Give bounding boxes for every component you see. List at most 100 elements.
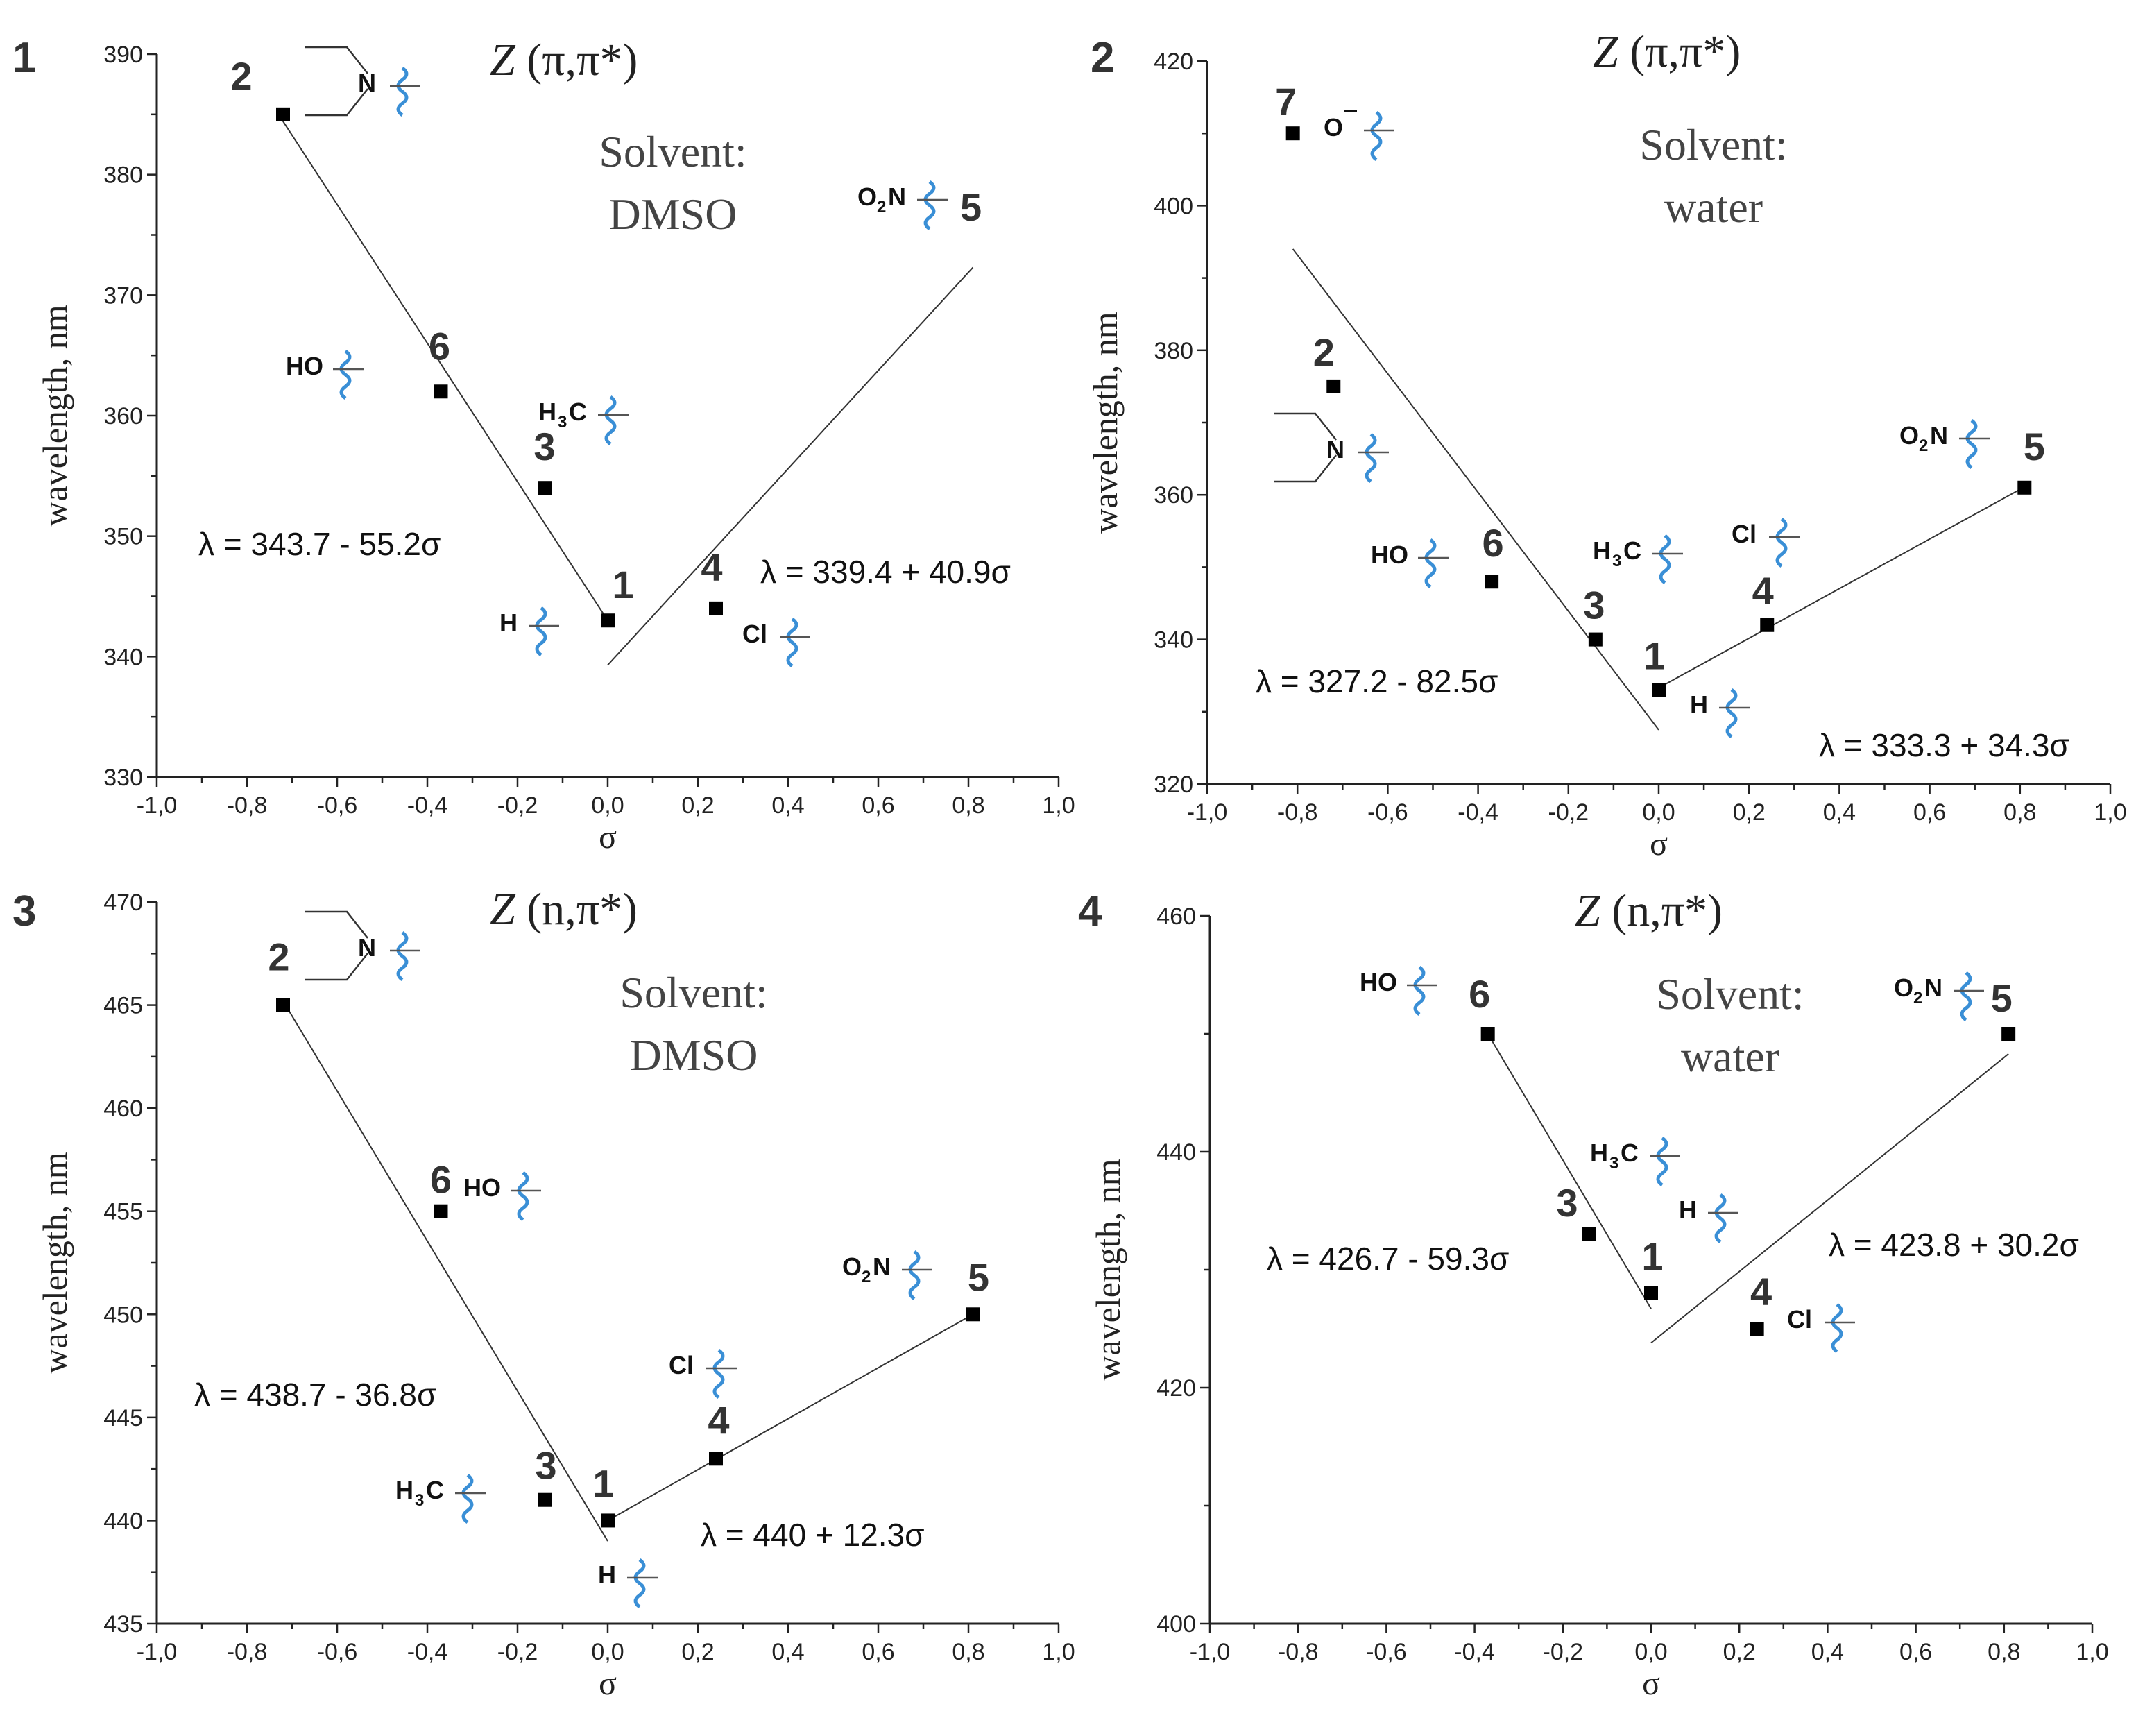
substituent-text: H bbox=[1590, 1139, 1608, 1167]
substituent-ho: HO bbox=[1360, 965, 1437, 1016]
substituent-n: N bbox=[305, 46, 420, 117]
x-tick-label: 1,0 bbox=[2094, 799, 2126, 826]
x-tick-label: 1,0 bbox=[1042, 792, 1075, 819]
substituent-subscript: 3 bbox=[558, 413, 567, 432]
x-tick-label: -0,8 bbox=[227, 1639, 268, 1665]
substituent-cl: Cl bbox=[669, 1348, 737, 1399]
substituent-text: N bbox=[1326, 435, 1344, 463]
solvent-name: DMSO bbox=[630, 1030, 758, 1080]
x-tick-label: -0,2 bbox=[497, 1639, 538, 1665]
point-label: 5 bbox=[2024, 425, 2045, 468]
x-tick-label: -0,4 bbox=[1454, 1639, 1495, 1665]
substituent-subscript: 2 bbox=[877, 198, 886, 216]
substituent-text: H bbox=[598, 1560, 616, 1589]
data-point bbox=[434, 1204, 448, 1218]
substituent-text: C bbox=[1623, 536, 1641, 565]
y-tick-label: 380 bbox=[1154, 338, 1193, 364]
data-point bbox=[276, 998, 290, 1012]
y-tick-label: 340 bbox=[1154, 627, 1193, 654]
x-tick-label: -0,4 bbox=[407, 1639, 448, 1665]
panel-title: Z (n,π*) bbox=[490, 884, 638, 935]
point-label: 6 bbox=[430, 1158, 452, 1202]
substituent-subscript: 3 bbox=[415, 1491, 424, 1510]
substituent-text: O bbox=[857, 182, 877, 211]
y-tick-label: 445 bbox=[103, 1405, 143, 1431]
y-tick-label: 420 bbox=[1154, 49, 1193, 75]
fit-line bbox=[282, 1001, 608, 1542]
substituent-text: HO bbox=[286, 352, 323, 380]
wavy-bond-icon bbox=[339, 349, 352, 400]
wavy-bond-icon bbox=[1831, 1302, 1843, 1354]
x-tick-label: -0,6 bbox=[317, 792, 358, 819]
substituent-subscript: 3 bbox=[1612, 552, 1621, 570]
x-tick-label: 0,0 bbox=[1642, 799, 1675, 826]
fit-equation: λ = 423.8 + 30.2σ bbox=[1829, 1227, 2079, 1263]
point-label: 6 bbox=[1483, 521, 1504, 565]
solvent-label: Solvent: bbox=[620, 968, 767, 1017]
substituent-text: C bbox=[426, 1476, 444, 1504]
x-tick-label: -0,6 bbox=[1366, 1639, 1407, 1665]
x-tick-label: 0,4 bbox=[771, 1639, 804, 1665]
data-point bbox=[276, 107, 290, 121]
fit-line bbox=[1487, 1033, 1652, 1309]
point-label: 4 bbox=[701, 545, 722, 589]
y-axis-label: wavelength, nm bbox=[1088, 1159, 1127, 1380]
fit-line bbox=[1650, 1053, 2009, 1344]
wavy-bond-icon bbox=[908, 1250, 921, 1301]
point-label: 1 bbox=[592, 1461, 614, 1505]
substituent-subscript: 2 bbox=[1913, 989, 1922, 1007]
point-label: 3 bbox=[535, 1444, 556, 1488]
y-tick-label: 340 bbox=[103, 644, 143, 670]
chart-panel-1: -1,0 -0,8 -0,6 -0,4 -0,2 0,0 0,2 0,4 0,6 0,8 1,033… bbox=[12, 34, 1075, 856]
data-point bbox=[601, 1513, 615, 1528]
x-axis-label: σ bbox=[599, 819, 617, 856]
fit-equation: λ = 438.7 - 36.8σ bbox=[194, 1377, 436, 1413]
data-point bbox=[1750, 1322, 1764, 1336]
x-tick-label: 0,2 bbox=[1723, 1639, 1756, 1665]
y-tick-label: 360 bbox=[103, 403, 143, 429]
ethyl-chain bbox=[1274, 412, 1337, 483]
y-tick-label: 360 bbox=[1154, 482, 1193, 509]
panel-number: 3 bbox=[12, 887, 36, 935]
y-tick-label: 370 bbox=[103, 282, 143, 309]
ethyl-chain bbox=[305, 46, 368, 117]
fit-equation: λ = 426.7 - 59.3σ bbox=[1267, 1241, 1509, 1277]
wavy-bond-icon bbox=[786, 617, 798, 668]
substituent-text: Cl bbox=[1787, 1305, 1812, 1334]
y-tick-label: 330 bbox=[103, 765, 143, 791]
data-point bbox=[1285, 126, 1300, 141]
title-italic-part: Z bbox=[490, 884, 516, 935]
substituent-text: O bbox=[1324, 113, 1343, 142]
wavy-bond-icon bbox=[1775, 517, 1788, 568]
wavy-bond-icon bbox=[1365, 432, 1377, 484]
point-label: 6 bbox=[1469, 972, 1490, 1016]
substituent-text: C bbox=[569, 398, 587, 426]
fit-equation: λ = 333.3 + 34.3σ bbox=[1819, 727, 2069, 763]
substituent-subscript: 3 bbox=[1609, 1154, 1618, 1173]
chart-panel-2: -1,0 -0,8 -0,6 -0,4 -0,2 0,0 0,2 0,4 0,6 0,8 1,032… bbox=[1086, 26, 2127, 862]
x-tick-label: 0,6 bbox=[1913, 799, 1946, 826]
point-label: 3 bbox=[533, 425, 555, 468]
substituent-h: H bbox=[499, 606, 559, 657]
x-tick-label: 0,2 bbox=[681, 792, 714, 819]
y-tick-label: 400 bbox=[1154, 193, 1193, 219]
substituent-ho: HO bbox=[1371, 538, 1449, 589]
substituent-text: Cl bbox=[1732, 520, 1757, 548]
substituent-ho: HO bbox=[463, 1171, 541, 1222]
data-point bbox=[538, 1492, 552, 1507]
y-tick-label: 460 bbox=[103, 1096, 143, 1122]
substituent-cl: Cl bbox=[742, 617, 810, 668]
substituent-text: HO bbox=[463, 1173, 501, 1202]
data-point bbox=[2001, 1027, 2016, 1041]
title-rest-part: (π,π*) bbox=[515, 35, 638, 85]
solvent-label: Solvent: bbox=[1639, 120, 1787, 169]
y-tick-label: 440 bbox=[103, 1508, 143, 1534]
title-rest-part: (n,π*) bbox=[1600, 885, 1723, 936]
point-label: 3 bbox=[1556, 1181, 1578, 1225]
x-tick-label: 0,6 bbox=[1899, 1639, 1932, 1665]
